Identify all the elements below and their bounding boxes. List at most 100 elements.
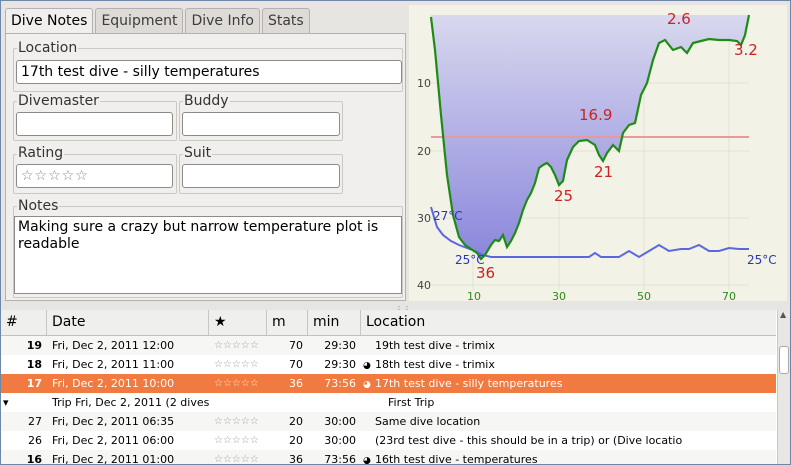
cell-duration — [308, 393, 361, 412]
table-row[interactable]: 27 Fri, Dec 2, 2011 06:35 ☆☆☆☆☆ 20 30:00 Same… — [1, 412, 776, 431]
column-number[interactable]: # — [1, 310, 47, 335]
cell-rating: ☆☆☆☆☆ — [214, 435, 259, 446]
cell-duration: 29:30 — [324, 358, 356, 371]
gps-icon: ◕ — [363, 361, 371, 371]
column-duration[interactable]: min — [308, 310, 361, 335]
scrollbar-thumb[interactable] — [779, 346, 789, 374]
column-date[interactable]: Date — [47, 310, 209, 335]
notes-textarea[interactable]: Making sure a crazy but narrow temperatu… — [14, 216, 402, 294]
column-rating[interactable]: ★ — [209, 310, 267, 335]
cell-duration: 29:30 — [324, 339, 356, 352]
cell-location: ◕ 18th test dive - trimix — [361, 355, 776, 374]
dive-profile-graph[interactable]: 10 20 30 40 10 30 50 70 36 25 16.9 21 2.… — [409, 5, 787, 303]
depth-tick: 40 — [417, 279, 431, 292]
location-label: Location — [17, 40, 79, 56]
trip-row[interactable]: ▾ Trip Fri, Dec 2, 2011 (2 dives) First Tr… — [1, 393, 776, 412]
cell-duration: 30:00 — [324, 415, 356, 428]
tab-dive-info[interactable]: Dive Info — [185, 8, 260, 33]
cell-rating — [209, 393, 267, 412]
location-group — [13, 48, 403, 92]
location-text: 16th test dive - temperatures — [375, 453, 538, 464]
depth-label-3-2: 3.2 — [734, 41, 758, 59]
cell-rating: ☆☆☆☆☆ — [214, 454, 259, 464]
time-tick: 10 — [467, 290, 481, 301]
depth-label-16-9: 16.9 — [579, 106, 612, 124]
cell-depth — [267, 393, 308, 412]
cell-location: ◕ 16th test dive - temperatures — [361, 450, 776, 464]
scroll-up-icon[interactable]: ▲ — [780, 310, 787, 319]
column-depth[interactable]: m — [267, 310, 308, 335]
cell-number: 27 — [28, 415, 42, 428]
divemaster-input[interactable] — [16, 112, 173, 136]
dive-list: # Date ★ m min Location 19 Fri, Dec 2, 20… — [1, 310, 789, 464]
temp-label-low: 25°C — [455, 253, 485, 267]
depth-line — [429, 14, 751, 261]
gps-icon: ◕ — [363, 380, 371, 390]
location-input[interactable]: 17th test dive - silly temperatures — [16, 60, 402, 84]
tab-stats[interactable]: Stats — [261, 8, 310, 33]
cell-date: Fri, Dec 2, 2011 10:00 — [52, 377, 175, 390]
cell-rating: ☆☆☆☆☆ — [214, 359, 259, 370]
time-tick: 50 — [637, 290, 651, 301]
cell-number: 26 — [28, 434, 42, 447]
temp-annotations: 27°C 25°C 25°C — [433, 209, 777, 267]
cell-rating: ☆☆☆☆☆ — [214, 340, 259, 351]
vertical-scrollbar[interactable]: ▲ — [777, 310, 789, 464]
buddy-input[interactable] — [182, 112, 340, 136]
cell-number: 16 — [26, 453, 42, 464]
depth-annotations: 36 25 16.9 21 2.6 3.2 — [476, 10, 758, 282]
cell-location: 19th test dive - trimix — [361, 336, 776, 355]
table-row[interactable]: 26 Fri, Dec 2, 2011 06:00 ☆☆☆☆☆ 20 30:00 (23r… — [1, 431, 776, 450]
cell-location: (23rd test dive - this should be in a tr… — [361, 431, 776, 450]
cell-number: 19 — [26, 339, 42, 352]
cell-duration: 30:00 — [324, 434, 356, 447]
splitter-handle[interactable]: ⋮⋮ — [395, 305, 411, 314]
rating-stars[interactable]: ☆☆☆☆☆ — [16, 164, 173, 188]
location-text: 17th test dive - silly temperatures — [375, 377, 563, 390]
temperature-line — [430, 206, 749, 259]
cell-depth: 70 — [289, 358, 303, 371]
cell-date: Trip Fri, Dec 2, 2011 (2 dives) — [52, 396, 209, 409]
divemaster-label: Divemaster — [17, 93, 100, 109]
cell-number: 17 — [26, 377, 42, 390]
cell-rating: ☆☆☆☆☆ — [214, 416, 259, 427]
cell-date: Fri, Dec 2, 2011 11:00 — [52, 358, 175, 371]
rating-label: Rating — [17, 145, 65, 161]
cell-date: Fri, Dec 2, 2011 06:35 — [52, 415, 175, 428]
tab-bar: Dive Notes Equipment Dive Info Stats — [5, 8, 312, 35]
table-row[interactable]: 17 Fri, Dec 2, 2011 10:00 ☆☆☆☆☆ 36 73:56 ◕ 17t… — [1, 374, 776, 393]
buddy-label: Buddy — [183, 93, 230, 109]
tab-dive-notes[interactable]: Dive Notes — [5, 8, 94, 35]
location-text: 19th test dive - trimix — [375, 339, 495, 352]
cell-depth: 20 — [289, 415, 303, 428]
table-body: 19 Fri, Dec 2, 2011 12:00 ☆☆☆☆☆ 70 29:30 19th… — [1, 336, 776, 464]
table-row[interactable]: 16 Fri, Dec 2, 2011 01:00 ☆☆☆☆☆ 36 73:56 ◕ 16t… — [1, 450, 776, 464]
depth-axis: 10 20 30 40 — [417, 77, 431, 292]
cell-rating: ☆☆☆☆☆ — [214, 378, 259, 389]
temp-label-start: 27°C — [433, 209, 463, 223]
cell-location: ◕ 17th test dive - silly temperatures — [361, 374, 776, 393]
dive-notes-panel: Location 17th test dive - silly temperat… — [5, 33, 406, 301]
expand-arrow-icon[interactable]: ▾ — [3, 396, 9, 409]
table-header: # Date ★ m min Location — [1, 310, 776, 336]
time-axis: 10 30 50 70 — [467, 290, 736, 303]
time-tick: 30 — [552, 290, 566, 301]
cell-date: Fri, Dec 2, 2011 12:00 — [52, 339, 175, 352]
tab-equipment[interactable]: Equipment — [95, 8, 184, 33]
buddy-group — [179, 101, 343, 141]
cell-depth: 36 — [289, 453, 303, 464]
column-location[interactable]: Location — [366, 314, 426, 330]
cell-duration: 73:56 — [324, 453, 356, 464]
location-text: First Trip — [388, 396, 435, 409]
table-row[interactable]: 19 Fri, Dec 2, 2011 12:00 ☆☆☆☆☆ 70 29:30 19th… — [1, 336, 776, 355]
suit-input[interactable] — [182, 164, 340, 188]
depth-label-2-6: 2.6 — [667, 10, 691, 28]
cell-duration: 73:56 — [324, 377, 356, 390]
cell-depth: 70 — [289, 339, 303, 352]
cell-location: Same dive location — [361, 412, 776, 431]
cell-number: ▾ — [1, 393, 47, 412]
table-row[interactable]: 18 Fri, Dec 2, 2011 11:00 ☆☆☆☆☆ 70 29:30 ◕ 18t… — [1, 355, 776, 374]
cell-depth: 36 — [289, 377, 303, 390]
location-text: (23rd test dive - this should be in a tr… — [375, 434, 683, 447]
profile-svg: 10 20 30 40 10 30 50 70 36 25 16.9 21 2.… — [417, 10, 777, 303]
